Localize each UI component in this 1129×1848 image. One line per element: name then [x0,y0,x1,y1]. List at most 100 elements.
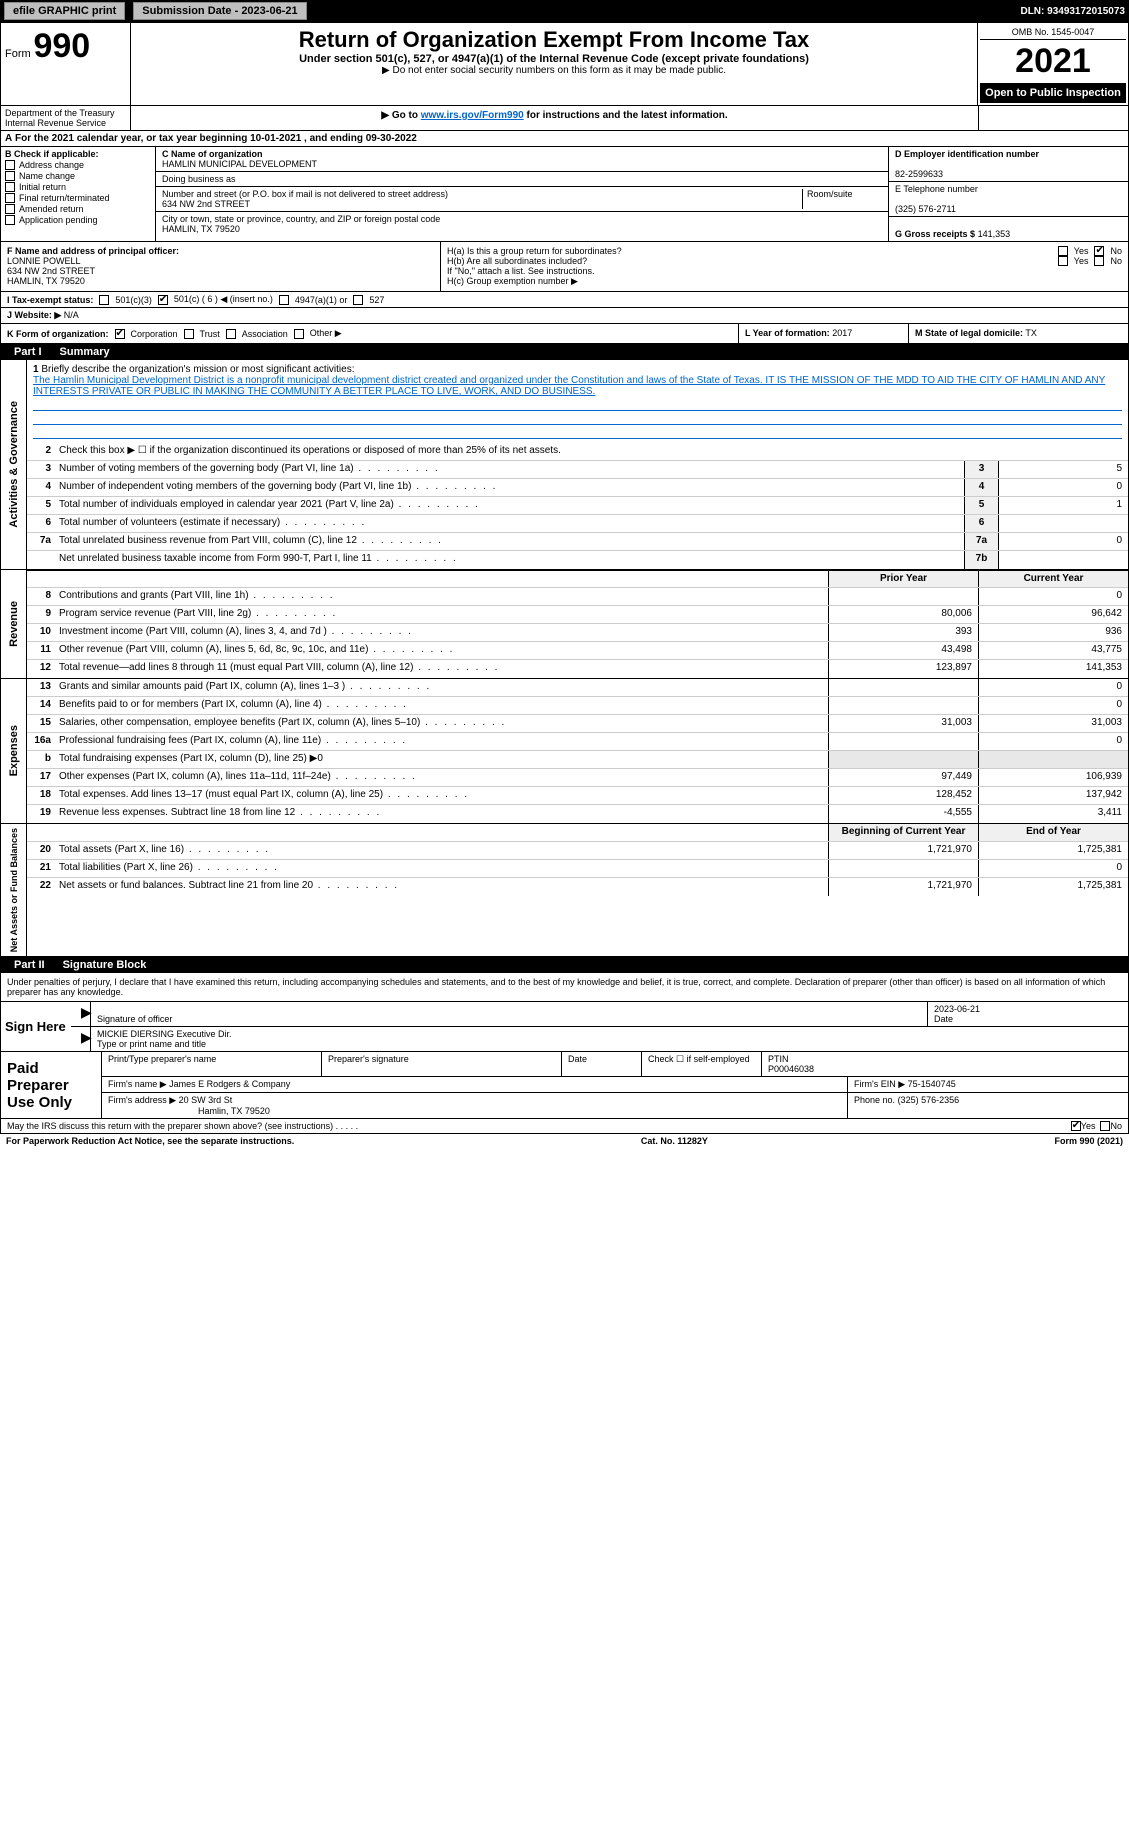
chk-amended-return[interactable]: Amended return [5,204,151,214]
prior-value: 123,897 [828,660,978,678]
row-j: J Website: ▶ N/A [0,308,1129,324]
current-value: 141,353 [978,660,1128,678]
table-row: 22Net assets or fund balances. Subtract … [27,878,1128,896]
chk-trust[interactable] [184,329,194,339]
section-a-text: For the 2021 calendar year, or tax year … [15,133,417,144]
prior-value: 31,003 [828,715,978,732]
phone-block: E Telephone number (325) 576-2711 [889,182,1128,217]
chk-final-return[interactable]: Final return/terminated [5,193,151,203]
current-value: 137,942 [978,787,1128,804]
prior-value: 43,498 [828,642,978,659]
revenue-vert-label: Revenue [6,597,22,651]
ein-value: 82-2599633 [895,169,943,179]
part1-title: Summary [60,346,110,358]
chk-address-change[interactable]: Address change [5,160,151,170]
chk-501c3[interactable] [99,295,109,305]
spacer [55,571,828,587]
city-label: City or town, state or province, country… [162,214,440,224]
efile-button[interactable]: efile GRAPHIC print [4,2,125,20]
chk-4947[interactable] [279,295,289,305]
sign-here-block: Sign Here ▶ Signature of officer 2023-06… [0,1002,1129,1052]
dba-block: Doing business as [156,172,888,187]
line-text: Number of voting members of the governin… [55,461,964,478]
may-irs-row: May the IRS discuss this return with the… [0,1119,1129,1134]
table-row: 15Salaries, other compensation, employee… [27,715,1128,733]
i-label: I Tax-exempt status: [7,295,93,305]
h-b-yes-checkbox[interactable] [1058,256,1068,266]
h-a-yes-checkbox[interactable] [1058,246,1068,256]
line-box: 6 [964,515,998,532]
line-num: 18 [27,787,55,804]
org-name-value: HAMLIN MUNICIPAL DEVELOPMENT [162,159,317,169]
dln-label: DLN: 93493172015073 [1020,6,1125,17]
table-row: 11Other revenue (Part VIII, column (A), … [27,642,1128,660]
col-b-hdr: B Check if applicable: [5,149,151,159]
submission-date-button[interactable]: Submission Date - 2023-06-21 [133,2,306,20]
prior-value: 80,006 [828,606,978,623]
h-b-label: H(b) Are all subordinates included? [447,256,1052,266]
may-irs-no-checkbox[interactable] [1100,1121,1110,1131]
phone-value: (325) 576-2711 [895,204,956,214]
tax-year: 2021 [980,40,1126,83]
irs-link[interactable]: www.irs.gov/Form990 [421,110,524,121]
line-text: Program service revenue (Part VIII, line… [55,606,828,623]
table-row: 4Number of independent voting members of… [27,479,1128,497]
paid-preparer-block: Paid Preparer Use Only Print/Type prepar… [0,1052,1129,1119]
gross-value: 141,353 [978,229,1011,239]
line-num: 10 [27,624,55,641]
no-ssn-note: ▶ Do not enter social security numbers o… [141,65,967,76]
sect-expenses: Expenses 13Grants and similar amounts pa… [1,679,1128,824]
eoy-value: 0 [978,860,1128,877]
form-header: Form 990 Return of Organization Exempt F… [0,22,1129,106]
line-text: Total fundraising expenses (Part IX, col… [55,751,828,768]
paid-preparer-body: Print/Type preparer's name Preparer's si… [101,1052,1128,1118]
line-num: 2 [27,443,55,460]
line-box: 4 [964,479,998,496]
sect-netassets: Net Assets or Fund Balances Beginning of… [1,824,1128,956]
h-a-no-checkbox[interactable] [1094,246,1104,256]
firm-addr-label: Firm's address ▶ [108,1095,176,1105]
j-label: J Website: ▶ [7,310,61,320]
chk-corp[interactable] [115,329,125,339]
may-irs-yes-checkbox[interactable] [1071,1121,1081,1131]
part2-header: Part II Signature Block [0,957,1129,973]
sig-date-value: 2023-06-21 [934,1004,980,1014]
chk-501c[interactable] [158,295,168,305]
col-b: B Check if applicable: Address change Na… [1,147,156,241]
table-row: 5Total number of individuals employed in… [27,497,1128,515]
chk-assoc[interactable] [226,329,236,339]
h-b-no-checkbox[interactable] [1094,256,1104,266]
line-text: Total number of individuals employed in … [55,497,964,514]
chk-527[interactable] [353,295,363,305]
prior-value: -4,555 [828,805,978,823]
goto-suffix: for instructions and the latest informat… [527,110,728,121]
line-num: 20 [27,842,55,859]
eoy-value: 1,725,381 [978,878,1128,896]
section-a-prefix: A [5,133,12,144]
line-num: 8 [27,588,55,605]
line-value: 1 [998,497,1128,514]
chk-initial-return[interactable]: Initial return [5,182,151,192]
line-box: 7b [964,551,998,569]
prior-value [828,733,978,750]
pra-notice: For Paperwork Reduction Act Notice, see … [6,1136,294,1146]
chk-application-pending[interactable]: Application pending [5,215,151,225]
chk-name-change[interactable]: Name change [5,171,151,181]
omb-number: OMB No. 1545-0047 [980,25,1126,40]
k-l: L Year of formation: 2017 [738,324,908,343]
line2-row: 2 Check this box ▶ ☐ if the organization… [27,443,1128,461]
sig-intro: Under penalties of perjury, I declare th… [0,973,1129,1002]
form-footer: Form 990 (2021) [1054,1136,1123,1146]
chk-other[interactable] [294,329,304,339]
line-num: 15 [27,715,55,732]
table-row: 8Contributions and grants (Part VIII, li… [27,588,1128,606]
line-num: 12 [27,660,55,678]
line-text: Total expenses. Add lines 13–17 (must eq… [55,787,828,804]
net-hdr-row: Beginning of Current Year End of Year [27,824,1128,842]
top-bar: efile GRAPHIC print Submission Date - 20… [0,0,1129,22]
line-box: 3 [964,461,998,478]
expenses-body: 13Grants and similar amounts paid (Part … [27,679,1128,823]
current-value: 0 [978,733,1128,750]
line-text: Other revenue (Part VIII, column (A), li… [55,642,828,659]
street-block: Number and street (or P.O. box if mail i… [156,187,888,212]
